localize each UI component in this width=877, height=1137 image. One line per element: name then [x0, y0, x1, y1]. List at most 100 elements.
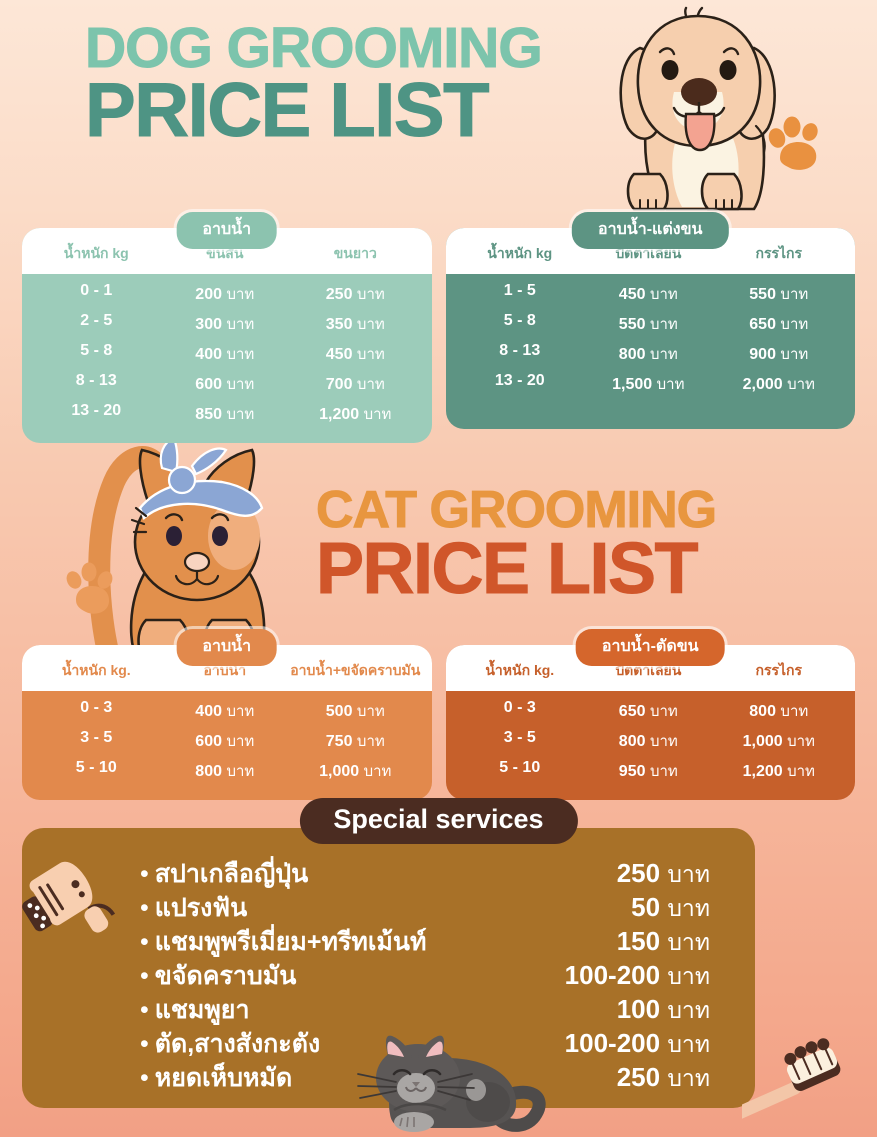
list-item: • แชมพูพรีเมี่ยม+ทรีทเม้นท์ 150 บาท [140, 926, 710, 958]
cell-price-long: 250 บาท [325, 286, 385, 303]
table-row: 3 - 5 800 บาท 1,000 บาท [456, 726, 846, 756]
service-price: 250 บาท [616, 858, 710, 888]
cell-price-clipper: 450 บาท [618, 286, 678, 303]
col-header-weight: น้ำหนัก kg. [485, 662, 555, 678]
col-header-short-hair: ขนสั้น [206, 245, 244, 261]
cat-bath-cut-table-pill: อาบน้ำ-ตัดขน [575, 629, 725, 666]
table-row: 0 - 3 650 บาท 800 บาท [456, 696, 846, 726]
cell-weight: 2 - 5 [80, 312, 113, 329]
cell-weight: 3 - 5 [503, 729, 536, 746]
table-row: 5 - 8 400 บาท 450 บาท [32, 339, 422, 369]
cell-weight: 8 - 13 [499, 342, 541, 359]
cell-price-scissors: 550 บาท [749, 286, 809, 303]
dog-header: DOG GROOMING PRICE LIST [0, 0, 877, 215]
cell-weight: 1 - 5 [503, 282, 536, 299]
col-header-bath-degrease: อาบน้ำ+ขจัดคราบมัน [290, 662, 421, 678]
bullet-icon: • [140, 961, 149, 990]
cell-price-short: 850 บาท [195, 406, 255, 423]
cell-price-clipper: 950 บาท [618, 763, 678, 780]
cell-weight: 5 - 10 [499, 759, 541, 776]
cell-price-short: 400 บาท [195, 346, 255, 363]
dog-price-tables: อาบน้ำ น้ำหนัก kg ขนสั้น ขนยาว 0 - 1 200… [0, 212, 877, 443]
dog-bath-table-pill: อาบน้ำ [176, 212, 278, 249]
service-name: ตัด,สางสังกะตัง [154, 1029, 321, 1058]
col-header-scissors: กรรไกร [755, 662, 803, 678]
cell-price-bath-degrease: 500 บาท [325, 703, 385, 720]
table-row: 13 - 20 1,500 บาท 2,000 บาท [456, 369, 846, 399]
cat-bath-cut-table: อาบน้ำ-ตัดขน น้ำหนัก kg. ปัตตาเลี่ยน กรร… [445, 629, 855, 800]
cell-weight: 3 - 5 [80, 729, 113, 746]
service-name: แชมพูยา [154, 995, 250, 1024]
special-services-title: Special services [299, 798, 578, 844]
table-row: 5 - 10 800 บาท 1,000 บาท [32, 756, 422, 786]
cell-price-short: 200 บาท [195, 286, 255, 303]
service-price: 250 บาท [616, 1061, 710, 1092]
table-row: 5 - 8 550 บาท 650 บาท [456, 309, 846, 339]
cell-weight: 0 - 3 [503, 699, 536, 716]
service-name: แชมพูพรีเมี่ยม+ทรีทเม้นท์ [154, 927, 427, 956]
cell-price-bath: 600 บาท [195, 733, 255, 750]
bullet-icon: • [140, 860, 149, 888]
cell-price-bath-degrease: 750 บาท [325, 733, 385, 750]
special-services-list: • สปาเกลือญี่ปุ่น 250 บาท • แปรงฟัน 50 บ… [140, 858, 710, 1096]
cell-price-long: 700 บาท [325, 376, 385, 393]
service-price: 100 บาท [616, 993, 710, 1024]
cell-price-scissors: 2,000 บาท [742, 376, 815, 393]
col-header-weight: น้ำหนัก kg. [61, 662, 131, 678]
cell-weight: 5 - 10 [75, 759, 117, 776]
bullet-icon: • [140, 1063, 149, 1092]
service-price: 100-200 บาท [564, 1027, 710, 1058]
service-price: 50 บาท [631, 891, 710, 922]
cat-title-line2: PRICE LIST [315, 529, 699, 610]
col-header-weight: น้ำหนัก kg [63, 245, 129, 261]
list-item: • สปาเกลือญี่ปุ่น 250 บาท [140, 858, 710, 890]
service-price: 100-200 บาท [564, 959, 710, 990]
dog-bath-groom-table: อาบน้ำ-แต่งขน น้ำหนัก kg ปัตตาเลี่ยน กรร… [445, 212, 855, 443]
cat-title-block: CAT GROOMING PRICE LIST [315, 481, 717, 610]
col-header-weight: น้ำหนัก kg [487, 245, 553, 261]
list-item: • ขจัดคราบมัน 100-200 บาท [140, 960, 710, 992]
cell-price-scissors: 800 บาท [749, 703, 809, 720]
cat-price-tables: อาบน้ำ น้ำหนัก kg. อาบน้ำ อาบน้ำ+ขจัดครา… [0, 629, 877, 800]
dog-title-block: DOG GROOMING PRICE LIST [85, 19, 544, 153]
list-item: • แชมพูยา 100 บาท [140, 994, 710, 1026]
cell-weight: 13 - 20 [71, 402, 122, 419]
cell-price-clipper: 800 บาท [618, 346, 678, 363]
table-row: 1 - 5 450 บาท 550 บาท [456, 279, 846, 309]
cell-price-long: 1,200 บาท [319, 406, 392, 423]
bullet-icon: • [140, 1029, 149, 1058]
cell-price-bath: 800 บาท [195, 763, 255, 780]
service-name: ขจัดคราบมัน [154, 961, 297, 990]
dog-title-line2: PRICE LIST [85, 68, 491, 153]
bullet-icon: • [140, 893, 149, 922]
cell-weight: 5 - 8 [80, 342, 113, 359]
cell-price-short: 300 บาท [195, 316, 255, 333]
table-row: 0 - 1 200 บาท 250 บาท [32, 279, 422, 309]
col-header-scissors: กรรไกร [755, 245, 803, 261]
table-row: 3 - 5 600 บาท 750 บาท [32, 726, 422, 756]
cell-price-clipper: 550 บาท [618, 316, 678, 333]
cell-weight: 0 - 3 [80, 699, 113, 716]
service-name: แปรงฟัน [154, 893, 248, 922]
cat-bath-table: อาบน้ำ น้ำหนัก kg. อาบน้ำ อาบน้ำ+ขจัดครา… [22, 629, 432, 800]
table-row: 2 - 5 300 บาท 350 บาท [32, 309, 422, 339]
list-item: • แปรงฟัน 50 บาท [140, 892, 710, 924]
cell-price-scissors: 1,200 บาท [742, 763, 815, 780]
cell-price-short: 600 บาท [195, 376, 255, 393]
dog-bath-groom-table-pill: อาบน้ำ-แต่งขน [572, 212, 729, 249]
cell-price-clipper: 650 บาท [618, 703, 678, 720]
dog-bath-table: อาบน้ำ น้ำหนัก kg ขนสั้น ขนยาว 0 - 1 200… [22, 212, 432, 443]
cell-price-long: 350 บาท [325, 316, 385, 333]
cell-weight: 8 - 13 [75, 372, 117, 389]
col-header-long-hair: ขนยาว [333, 245, 377, 261]
table-row: 8 - 13 600 บาท 700 บาท [32, 369, 422, 399]
col-header-clipper: ปัตตาเลี่ยน [615, 662, 682, 678]
cell-price-scissors: 1,000 บาท [742, 733, 815, 750]
cat-title-line1: CAT GROOMING [315, 481, 717, 539]
bullet-icon: • [140, 995, 149, 1024]
table-row: 0 - 3 400 บาท 500 บาท [32, 696, 422, 726]
cell-price-scissors: 900 บาท [749, 346, 809, 363]
table-row: 13 - 20 850 บาท 1,200 บาท [32, 399, 422, 429]
cell-weight: 13 - 20 [494, 372, 545, 389]
cell-price-bath-degrease: 1,000 บาท [319, 763, 392, 780]
